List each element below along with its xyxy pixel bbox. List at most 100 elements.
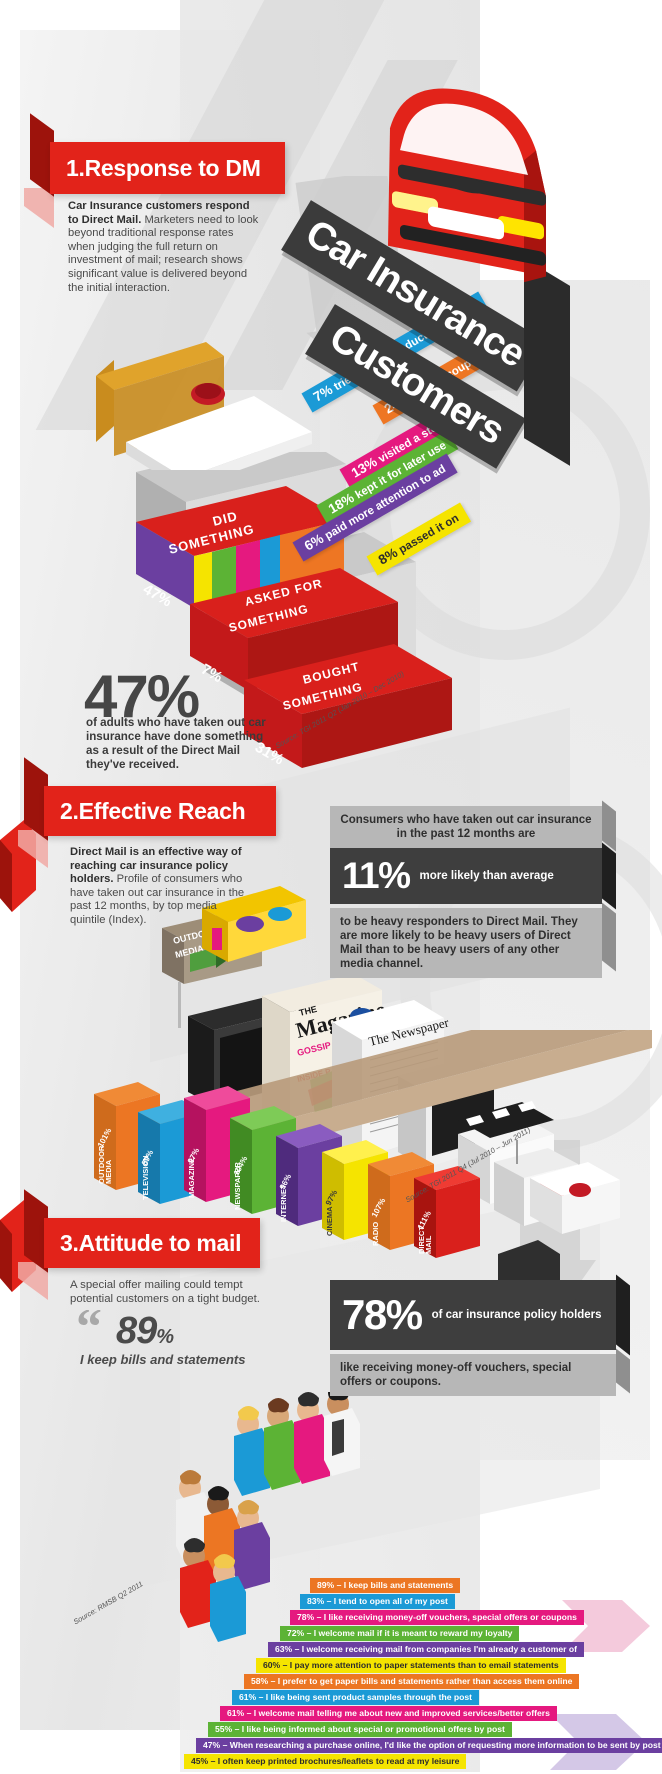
envelope-illustration bbox=[96, 342, 312, 470]
ribbon-section-3[interactable]: 3.Attitude to mail bbox=[44, 1218, 260, 1268]
media-quintile-blocks: OUTDOOR MEDIA 101% TELEVISION 89% MAGAZI… bbox=[94, 1082, 480, 1258]
attitude-bar-10: 47% – When researching a purchase online… bbox=[196, 1738, 662, 1754]
section-1-body: Marketers need to look beyond traditiona… bbox=[68, 213, 259, 294]
svg-text:THE: THE bbox=[298, 1004, 318, 1018]
stat-bar-0-pct: 7% bbox=[310, 381, 336, 405]
attitude-bar-7-text: I like being sent product samples throug… bbox=[265, 1692, 473, 1703]
ribbon-2-tail bbox=[18, 830, 48, 868]
ribbon-3-tail bbox=[18, 1262, 48, 1300]
attitude-bar-4-text: I welcome receiving mail from companies … bbox=[301, 1644, 578, 1655]
attitude-bar-10-pct: 47% bbox=[203, 1740, 221, 1751]
direct-mail-envelope-illustration bbox=[530, 1162, 620, 1234]
attitude-bar-1-pct: 83% bbox=[307, 1596, 325, 1607]
svg-text:DID: DID bbox=[211, 508, 239, 529]
stat-11-intro: Consumers who have taken out car insuran… bbox=[330, 806, 602, 848]
attitude-bar-9-pct: 55% bbox=[215, 1724, 233, 1735]
attitude-bar-11-pct: 45% bbox=[191, 1756, 209, 1767]
attitude-bar-2-text: I like receiving money-off vouchers, spe… bbox=[323, 1612, 577, 1623]
stat-89-text: I keep bills and statements bbox=[80, 1352, 250, 1367]
attitude-bar-1: 83% – I tend to open all of my post bbox=[300, 1594, 455, 1610]
section-3-body: A special offer mailing could tempt pote… bbox=[70, 1279, 260, 1305]
attitude-bar-11: 45% – I often keep printed brochures/lea… bbox=[184, 1754, 467, 1770]
ribbon-section-1-label: 1.Response to DM bbox=[66, 154, 261, 181]
attitude-bar-0-pct: 89% bbox=[317, 1580, 335, 1591]
step-block-asked-for-something: ASKED FOR SOMETHING 7% bbox=[190, 568, 398, 690]
svg-text:“: “ bbox=[76, 1310, 102, 1350]
attitude-bar-9: 55% – I like being informed about specia… bbox=[208, 1722, 512, 1738]
stat-78-footer-text: like receiving money-off vouchers, speci… bbox=[340, 1362, 572, 1388]
svg-text:MAIL: MAIL bbox=[424, 1235, 433, 1254]
svg-text:NEWSPAPER: NEWSPAPER bbox=[233, 1162, 242, 1210]
ribbon-section-1[interactable]: 1.Response to DM bbox=[50, 142, 285, 194]
attitude-bar-8-text: I welcome mail telling me about new and … bbox=[253, 1708, 550, 1719]
attitude-bar-6: 58% – I prefer to get paper bills and st… bbox=[244, 1674, 580, 1690]
attitude-bar-1-text: I tend to open all of my post bbox=[333, 1596, 448, 1607]
stat-11-box-side bbox=[602, 842, 616, 910]
stat-89-number-text: 89 bbox=[116, 1310, 157, 1352]
section-1-copy: Car Insurance customers respond to Direc… bbox=[68, 200, 262, 295]
step-block-bought-something: BOUGHT SOMETHING 31% bbox=[244, 644, 452, 768]
stat-47-number-text: 47% bbox=[84, 663, 200, 730]
section-2-copy: Direct Mail is an effective way of reach… bbox=[70, 846, 254, 928]
svg-text:CINEMA: CINEMA bbox=[325, 1206, 334, 1236]
svg-text:INTERNET: INTERNET bbox=[279, 1184, 288, 1222]
bus-poster-illustration bbox=[202, 886, 306, 962]
attitude-bar-6-text: I prefer to get paper bills and statemen… bbox=[277, 1676, 573, 1687]
stat-89-text-value: I keep bills and statements bbox=[80, 1352, 246, 1367]
section-3-copy: A special offer mailing could tempt pote… bbox=[70, 1278, 270, 1306]
attitude-bar-7-pct: 61% bbox=[239, 1692, 257, 1703]
stat-11-intro-text: Consumers who have taken out car insuran… bbox=[340, 814, 592, 840]
svg-text:MEDIA: MEDIA bbox=[104, 1159, 113, 1184]
stat-47-text-value: of adults who have taken out car insuran… bbox=[86, 716, 266, 771]
people-illustration bbox=[176, 1392, 360, 1642]
stat-47-text: of adults who have taken out car insuran… bbox=[86, 716, 272, 772]
attitude-bar-11-text: I often keep printed brochures/leaflets … bbox=[217, 1756, 460, 1767]
stat-78-box[interactable]: 78% of car insurance policy holders bbox=[330, 1280, 616, 1350]
attitude-bar-5-text: I pay more attention to paper statements… bbox=[289, 1660, 559, 1671]
stat-89-unit: % bbox=[156, 1326, 174, 1348]
attitude-bar-5-pct: 60% bbox=[263, 1660, 281, 1671]
stat-78-footer: like receiving money-off vouchers, speci… bbox=[330, 1354, 616, 1396]
attitude-bar-8-pct: 61% bbox=[227, 1708, 245, 1719]
section-2-heading: Direct Mail is an effective way of reach… bbox=[70, 846, 242, 886]
attitude-bar-8: 61% – I welcome mail telling me about ne… bbox=[220, 1706, 557, 1722]
stat-bar-5-pct: 8% bbox=[375, 544, 401, 568]
stat-11-footer-text: to be heavy responders to Direct Mail. T… bbox=[340, 916, 578, 970]
stat-47-number: 47% bbox=[84, 662, 200, 731]
stat-11-box[interactable]: 11% more likely than average bbox=[330, 848, 602, 904]
attitude-bar-9-text: I like being informed about special or p… bbox=[241, 1724, 505, 1735]
stat-11-number: 11% bbox=[342, 855, 411, 896]
section-2-body: Profile of consumers who have taken out … bbox=[70, 873, 245, 926]
attitude-bar-2-pct: 78% bbox=[297, 1612, 315, 1623]
attitude-bar-4-pct: 63% bbox=[275, 1644, 293, 1655]
attitude-bar-7: 61% – I like being sent product samples … bbox=[232, 1690, 480, 1706]
attitude-bar-0-text: I keep bills and statements bbox=[343, 1580, 454, 1591]
stat-78-qualifier: of car insurance policy holders bbox=[431, 1308, 602, 1321]
stat-11-footer: to be heavy responders to Direct Mail. T… bbox=[330, 908, 602, 978]
stat-78-number: 78% bbox=[342, 1291, 423, 1338]
quote-mark-icon: “ bbox=[76, 1310, 102, 1350]
svg-text:OUTDOOR: OUTDOOR bbox=[97, 1145, 106, 1184]
svg-text:RADIO: RADIO bbox=[371, 1222, 380, 1246]
stat-11-footer-side bbox=[602, 902, 616, 972]
attitude-bar-0: 89% – I keep bills and statements bbox=[310, 1578, 461, 1594]
attitude-bar-4: 63% – I welcome receiving mail from comp… bbox=[268, 1642, 585, 1658]
attitude-bar-6-pct: 58% bbox=[251, 1676, 269, 1687]
attitude-bar-2: 78% – I like receiving money-off voucher… bbox=[290, 1610, 584, 1626]
title-side-block bbox=[524, 258, 570, 466]
svg-text:DIRECT: DIRECT bbox=[417, 1226, 426, 1254]
stat-11-qualifier: more likely than average bbox=[419, 869, 554, 882]
attitude-bar-3: 72% – I welcome mail if it is meant to r… bbox=[280, 1626, 520, 1642]
ribbon-section-2[interactable]: 2.Effective Reach bbox=[44, 786, 276, 836]
ribbon-section-3-label: 3.Attitude to mail bbox=[60, 1229, 242, 1256]
stat-89-number: 89% bbox=[116, 1310, 174, 1353]
stat-bar-4-pct: 6% bbox=[301, 530, 327, 554]
ribbon-section-2-label: 2.Effective Reach bbox=[60, 797, 246, 824]
section-1-heading: Car Insurance customers respond to Direc… bbox=[68, 200, 250, 226]
ribbon-1-tail bbox=[24, 188, 54, 228]
svg-text:MAGAZINE: MAGAZINE bbox=[187, 1158, 196, 1198]
attitude-bar-5: 60% – I pay more attention to paper stat… bbox=[256, 1658, 566, 1674]
car-illustration bbox=[388, 88, 546, 282]
attitude-bar-3-pct: 72% bbox=[287, 1628, 305, 1639]
